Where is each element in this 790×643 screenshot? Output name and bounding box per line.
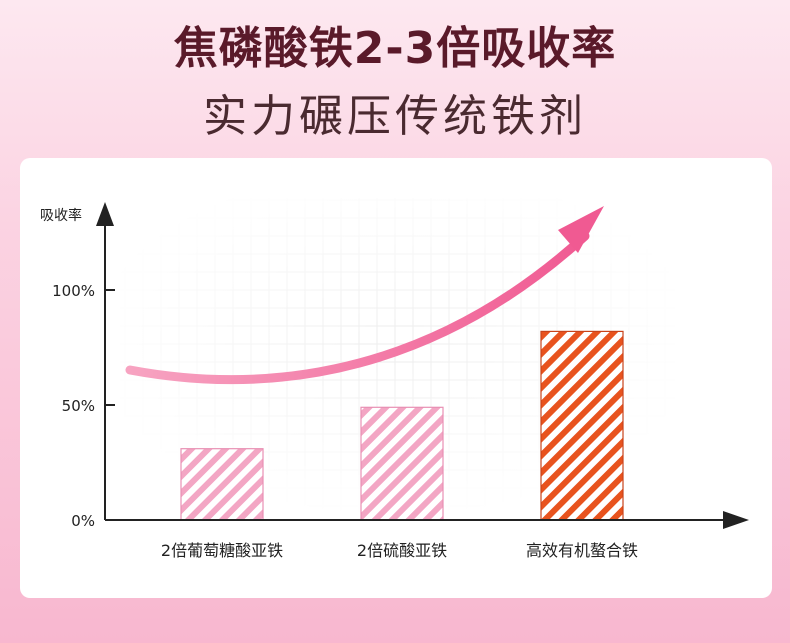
x-category-label: 2倍硫酸亚铁 [357, 541, 447, 560]
y-axis-arrowhead [96, 202, 114, 226]
y-tick-label: 0% [71, 512, 95, 530]
bar-3 [540, 330, 624, 521]
x-category-label: 高效有机螯合铁 [526, 541, 638, 560]
page-subtitle: 实力碾压传统铁剂 [203, 91, 587, 142]
chart-card: 0% 50% 100% 2倍葡萄糖酸亚铁 2倍硫酸亚铁 高效有机螯合铁 吸收率 [20, 158, 772, 598]
y-axis-label: 吸收率 [40, 207, 82, 224]
page-title: 焦磷酸铁2-3倍吸收率 [173, 23, 617, 74]
y-tick-label: 50% [62, 397, 95, 415]
y-tick-label: 100% [52, 282, 95, 300]
bar-1 [180, 448, 264, 521]
x-category-label: 2倍葡萄糖酸亚铁 [161, 541, 283, 560]
x-axis-arrowhead [723, 511, 749, 529]
bar-2 [360, 406, 444, 521]
trend-arrow [125, 206, 604, 385]
absorption-bar-chart: 0% 50% 100% 2倍葡萄糖酸亚铁 2倍硫酸亚铁 高效有机螯合铁 吸收率 [40, 198, 749, 560]
